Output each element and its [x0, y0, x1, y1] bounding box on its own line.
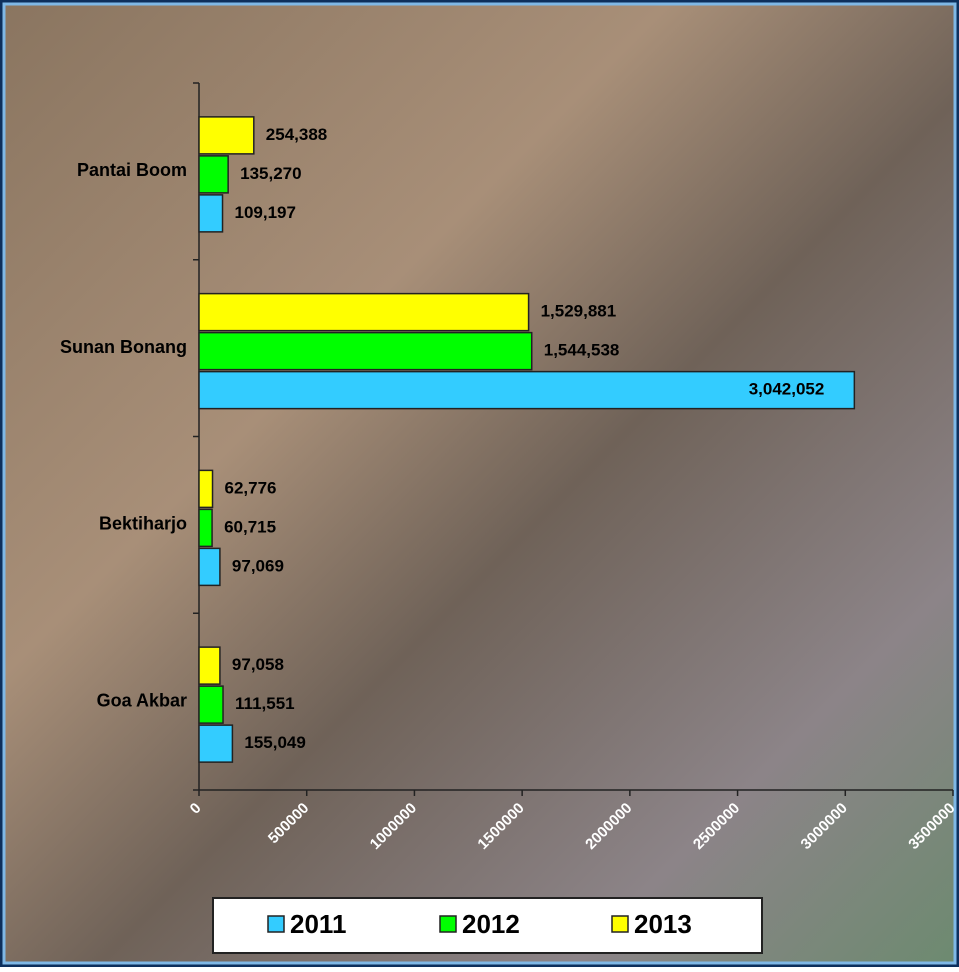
- value-label: 97,058: [232, 655, 284, 674]
- legend-swatch: [267, 915, 285, 933]
- value-label: 109,197: [235, 203, 296, 222]
- bar: [198, 508, 213, 548]
- category-label: Sunan Bonang: [60, 337, 187, 357]
- value-label: 1,544,538: [544, 341, 620, 360]
- bar: [198, 370, 856, 410]
- bar: [198, 646, 221, 685]
- value-label: 62,776: [225, 478, 277, 497]
- value-label: 155,049: [244, 733, 305, 752]
- category-label: Bektiharjo: [99, 514, 187, 534]
- value-label: 60,715: [224, 517, 276, 536]
- value-label: 3,042,052: [749, 380, 825, 399]
- value-label: 254,388: [266, 125, 327, 144]
- legend-swatch: [439, 915, 457, 933]
- legend-label: 2012: [462, 909, 520, 939]
- bar: [198, 194, 224, 233]
- legend-box: [212, 897, 763, 954]
- legend-label: 2013: [634, 909, 692, 939]
- value-label: 135,270: [240, 164, 301, 183]
- category-label: Pantai Boom: [77, 160, 187, 180]
- value-label: 97,069: [232, 556, 284, 575]
- bar: [198, 292, 530, 332]
- value-label: 1,529,881: [541, 302, 617, 321]
- bar: [198, 331, 533, 371]
- category-label: Goa Akbar: [97, 690, 187, 710]
- bar: [198, 547, 221, 587]
- bar: [198, 469, 214, 509]
- bar: [198, 116, 255, 155]
- value-label: 111,551: [235, 694, 295, 713]
- legend-swatch: [611, 915, 629, 933]
- bar: [198, 685, 224, 724]
- bar: [198, 724, 234, 763]
- legend-label: 2011: [290, 909, 346, 939]
- bar: [198, 155, 229, 194]
